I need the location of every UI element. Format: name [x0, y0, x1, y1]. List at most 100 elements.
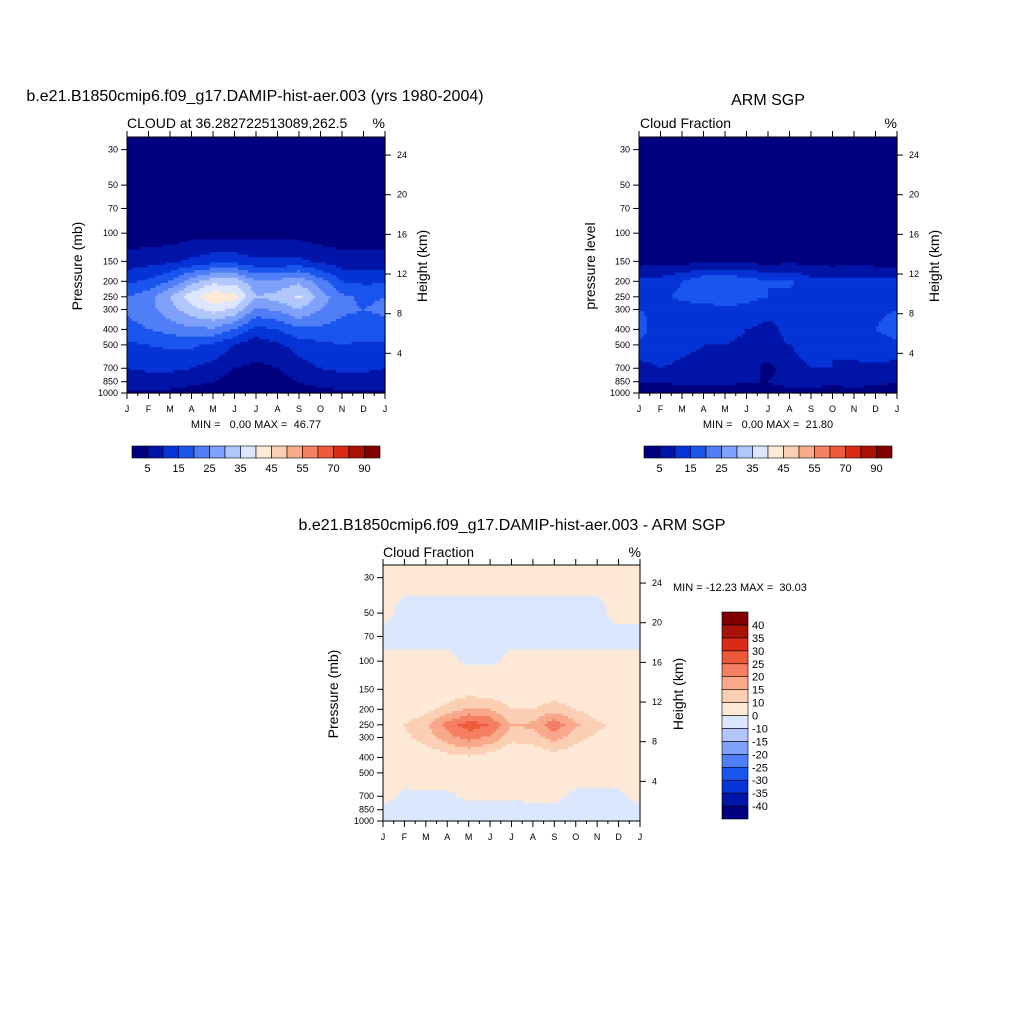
colorbar-swatch: [783, 445, 800, 459]
field-cell: [292, 305, 304, 310]
field-cell: [155, 303, 175, 307]
field-cell: [406, 726, 430, 730]
field-cell: [780, 331, 883, 335]
field-cell: [204, 298, 236, 302]
field-cell: [639, 298, 679, 302]
field-cell: [639, 295, 674, 299]
field-cell: [646, 331, 746, 335]
field-cell: [127, 170, 386, 174]
field-cell: [639, 149, 898, 153]
field-cell: [593, 733, 641, 738]
field-cell: [271, 364, 316, 368]
field-cell: [575, 721, 603, 725]
field-cell: [328, 300, 358, 304]
field-cell: [449, 649, 510, 653]
field-cell: [503, 654, 641, 658]
y-right-tick-label: 4: [652, 776, 657, 786]
colorbar-swatch: [333, 445, 350, 459]
field-cell: [127, 277, 149, 281]
panel-diff: b.e21.B1850cmip6.f09_g17.DAMIP-hist-aer.…: [299, 517, 807, 842]
field-cell: [639, 241, 898, 246]
field-cell: [383, 567, 641, 571]
field-cell: [383, 600, 400, 604]
field-cell: [573, 728, 600, 732]
field-cell: [383, 654, 456, 658]
field-cell: [496, 662, 641, 666]
field-cell: [557, 700, 641, 704]
field-cell: [406, 728, 433, 732]
field-cell: [279, 341, 334, 345]
field-cell: [424, 713, 446, 717]
field-cell: [537, 731, 572, 735]
field-cell: [431, 746, 469, 750]
field-cell: [199, 254, 249, 258]
field-cell: [439, 705, 510, 709]
field-cell: [320, 288, 337, 292]
field-cell: [317, 285, 334, 289]
field-cell: [268, 298, 314, 302]
field-cell: [672, 295, 769, 299]
field-cell: [534, 728, 551, 732]
field-cell: [219, 290, 244, 294]
field-cell: [760, 367, 777, 371]
field-cell: [232, 344, 285, 348]
field-cell: [449, 700, 502, 704]
field-cell: [703, 344, 792, 348]
field-cell: [760, 377, 772, 381]
field-cell: [209, 267, 239, 271]
field-cell: [235, 298, 244, 302]
field-cell: [876, 329, 898, 333]
field-cell: [639, 249, 898, 253]
field-cell: [465, 695, 477, 699]
field-cell: [511, 741, 518, 745]
field-cell: [619, 787, 641, 791]
field-cell: [243, 364, 273, 368]
field-cell: [403, 787, 410, 791]
colorbar-swatch: [814, 445, 831, 459]
field-cell: [639, 293, 674, 297]
field-cell: [737, 336, 785, 340]
field-cell: [315, 364, 386, 368]
field-cell: [372, 311, 386, 315]
field-cell: [263, 362, 314, 366]
field-cell: [383, 595, 405, 599]
x-tick-label: M: [465, 832, 473, 842]
field-cell: [383, 795, 397, 799]
field-cell: [614, 621, 641, 625]
colorbar-label: 30: [752, 646, 764, 658]
field-cell: [393, 613, 610, 617]
field-cell: [127, 369, 146, 374]
field-cell: [127, 329, 154, 333]
field-cell: [383, 757, 641, 761]
field-cell: [760, 364, 774, 368]
field-cell: [591, 716, 641, 720]
colorbar-label: 0: [752, 711, 758, 723]
field-cell: [434, 708, 464, 712]
field-cell: [383, 718, 412, 722]
x-tick-label: M: [209, 404, 217, 414]
field-cell: [768, 290, 898, 294]
field-cell: [176, 321, 234, 325]
field-cell: [832, 359, 859, 363]
field-cell: [503, 733, 541, 738]
field-cell: [690, 352, 797, 356]
field-cell: [383, 687, 641, 692]
field-cell: [127, 216, 386, 220]
field-cell: [127, 305, 156, 310]
field-cell: [335, 318, 386, 322]
field-cell: [191, 282, 213, 287]
field-cell: [639, 282, 681, 287]
field-cell: [383, 626, 641, 630]
field-cell: [447, 741, 495, 745]
field-cell: [775, 367, 898, 371]
field-cell: [134, 293, 159, 297]
field-cell: [294, 352, 386, 356]
y-right-tick-label: 4: [909, 348, 914, 358]
x-tick-label: J: [125, 404, 130, 414]
field-cell: [127, 375, 224, 379]
field-cell: [383, 590, 641, 594]
field-cell: [323, 270, 386, 274]
field-cell: [127, 364, 198, 368]
field-cell: [168, 288, 185, 292]
field-cell: [366, 305, 386, 310]
